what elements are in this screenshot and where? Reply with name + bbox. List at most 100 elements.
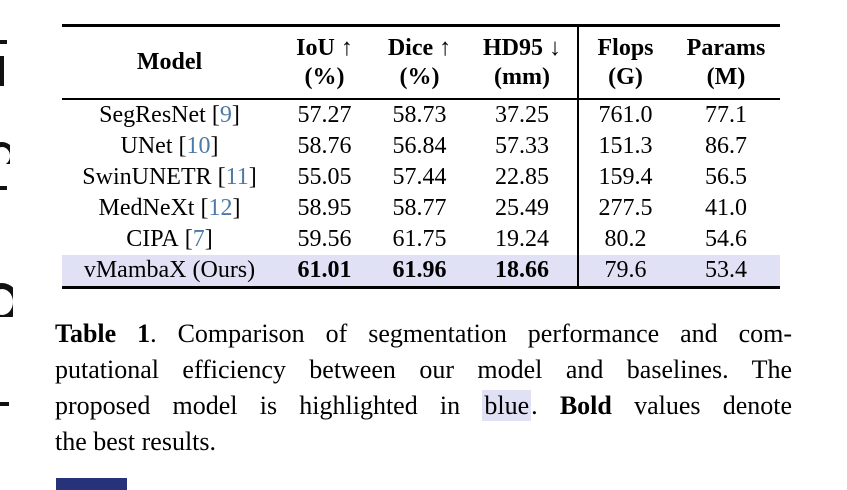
- citation-link[interactable]: 10: [186, 133, 211, 159]
- caption-text: putational efficiency between our model …: [55, 355, 792, 384]
- citation-link[interactable]: 12: [208, 195, 233, 221]
- cropped-content-fragment: [56, 478, 127, 490]
- iou-value: 59.56: [297, 226, 352, 252]
- params-value: 77.1: [705, 102, 747, 128]
- dice-value: 61.96: [372, 255, 467, 286]
- citation: [10]: [178, 133, 218, 159]
- caption-line: proposed model is highlighted in blue. B…: [55, 388, 792, 424]
- col-header-label: HD95 ↓: [483, 34, 561, 61]
- col-header-hd95: HD95 ↓ (mm): [467, 27, 578, 100]
- iou-value: 55.05: [297, 164, 352, 190]
- flops-value: 80.2: [577, 224, 672, 255]
- caption-text: the best results.: [55, 427, 217, 456]
- params-value: 56.5: [705, 164, 747, 190]
- model-cell: UNet [10]: [62, 131, 277, 162]
- results-table-wrapper: Model IoU ↑ (%) Dice ↑ (%) HD95 ↓ (mm): [62, 24, 780, 289]
- table-row-unet: UNet [10] 58.76 56.84 57.33 151.3 86.7: [62, 131, 780, 162]
- col-header-unit: (%): [399, 63, 440, 90]
- model-cell: SegResNet [9]: [62, 99, 277, 131]
- col-header-params: Params (M): [672, 27, 780, 100]
- clipped-glyph-fragment: [0, 402, 9, 406]
- iou-value: 58.76: [297, 133, 352, 159]
- flops-value: 79.6: [577, 255, 672, 286]
- table-caption: Table 1. Comparison of segmentation perf…: [55, 316, 792, 460]
- citation-link[interactable]: 9: [219, 102, 232, 128]
- results-table: Model IoU ↑ (%) Dice ↑ (%) HD95 ↓ (mm): [62, 27, 780, 286]
- col-header-label: Params: [686, 34, 766, 61]
- col-header-iou: IoU ↑ (%): [277, 27, 372, 100]
- citation: [7]: [185, 226, 213, 252]
- iou-value: 58.95: [297, 195, 352, 221]
- bracket: [: [178, 133, 187, 159]
- model-name: UNet: [120, 133, 173, 159]
- table-row-cipa: CIPA [7] 59.56 61.75 19.24 80.2 54.6: [62, 224, 780, 255]
- dice-value: 56.84: [392, 133, 447, 159]
- table-row-vmambax-ours: vMambaX (Ours) 61.01 61.96 18.66 79.6 53…: [62, 255, 780, 286]
- bracket: [: [217, 164, 226, 190]
- iou-value: 61.01: [277, 255, 372, 286]
- col-header-dice: Dice ↑ (%): [372, 27, 467, 100]
- iou-value: 57.27: [297, 102, 352, 128]
- hd95-value: 18.66: [467, 255, 578, 286]
- dice-value: 57.44: [392, 164, 447, 190]
- params-value: 41.0: [705, 195, 747, 221]
- model-name: SwinUNETR: [82, 164, 212, 190]
- model-name: SegResNet: [99, 102, 206, 128]
- dice-value: 58.73: [392, 102, 447, 128]
- flops-value: 159.4: [577, 162, 672, 193]
- citation-link[interactable]: 11: [225, 164, 249, 190]
- col-header-unit: (%): [304, 63, 345, 90]
- bracket: ]: [231, 102, 240, 128]
- col-header-model: Model: [62, 27, 277, 100]
- params-value: 53.4: [672, 255, 780, 286]
- bracket: ]: [210, 133, 219, 159]
- model-name: MedNeXt: [98, 195, 195, 221]
- col-header-label: Dice ↑: [387, 34, 452, 61]
- table-row-swinunetr: SwinUNETR [11] 55.05 57.44 22.85 159.4 56…: [62, 162, 780, 193]
- citation: [9]: [212, 102, 240, 128]
- caption-text: .: [531, 391, 560, 420]
- clipped-glyph-fragment: [0, 40, 7, 44]
- citation: [12]: [200, 195, 240, 221]
- bracket: ]: [248, 164, 257, 190]
- bracket: [: [184, 226, 193, 252]
- dice-value: 58.77: [392, 195, 447, 221]
- col-header-label: IoU ↑: [296, 34, 353, 61]
- caption-table-label: Table 1: [55, 319, 151, 348]
- col-header-unit: (M): [706, 63, 746, 90]
- bracket: ]: [232, 195, 241, 221]
- hd95-value: 19.24: [495, 226, 549, 252]
- caption-line: Table 1. Comparison of segmentation perf…: [55, 316, 792, 352]
- caption-line: the best results.: [55, 424, 792, 460]
- caption-line: putational efficiency between our model …: [55, 352, 792, 388]
- citation: [11]: [218, 164, 257, 190]
- table-row-segresnet: SegResNet [9] 57.27 58.73 37.25 761.0 77.…: [62, 99, 780, 131]
- flops-value: 277.5: [577, 193, 672, 224]
- hd95-value: 25.49: [495, 195, 549, 221]
- flops-value: 761.0: [577, 99, 672, 131]
- dice-value: 61.75: [392, 226, 447, 252]
- col-header-unit: (G): [608, 63, 643, 90]
- params-value: 54.6: [705, 226, 747, 252]
- hd95-value: 22.85: [495, 164, 549, 190]
- citation-link[interactable]: 7: [192, 226, 205, 252]
- clipped-glyph-fragment: [0, 56, 4, 86]
- params-value: 86.7: [705, 133, 747, 159]
- model-cell: SwinUNETR [11]: [62, 162, 277, 193]
- col-header-label: Flops: [597, 34, 654, 61]
- model-cell: vMambaX (Ours): [62, 255, 277, 286]
- caption-bold-text: Bold: [559, 391, 612, 420]
- clipped-glyph-fragment: [0, 142, 10, 164]
- hd95-value: 57.33: [495, 133, 549, 159]
- clipped-glyph-fragment: [0, 186, 7, 190]
- bracket: [: [200, 195, 209, 221]
- caption-text: proposed model is highlighted in: [55, 391, 483, 420]
- col-header-unit: (mm): [494, 63, 550, 90]
- flops-value: 151.3: [577, 131, 672, 162]
- model-name: CIPA: [126, 226, 179, 252]
- blue-highlight-text: blue: [482, 390, 532, 421]
- hd95-value: 37.25: [495, 102, 549, 128]
- clipped-glyph-fragment: [0, 283, 13, 317]
- model-name: vMambaX (Ours): [83, 257, 256, 283]
- bracket: ]: [204, 226, 213, 252]
